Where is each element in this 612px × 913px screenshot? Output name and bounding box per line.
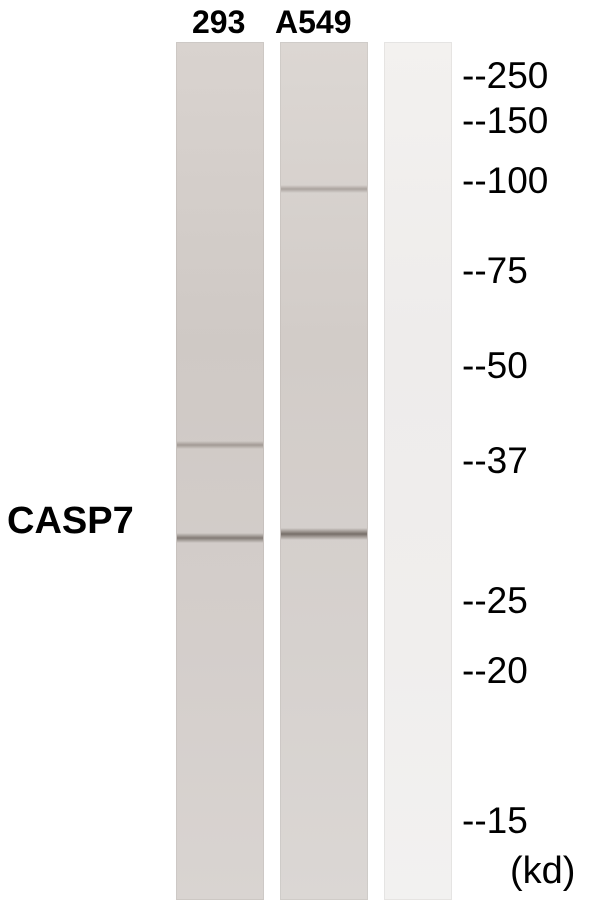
marker-label-4: --50 <box>462 345 528 387</box>
lane-label-0: 293 <box>192 4 245 41</box>
marker-label-6: --25 <box>462 580 528 622</box>
marker-label-3: --75 <box>462 250 528 292</box>
marker-label-7: --20 <box>462 650 528 692</box>
lane-293 <box>176 42 264 900</box>
marker-lane <box>384 42 452 900</box>
marker-label-1: --150 <box>462 100 548 142</box>
band-A549-1 <box>281 528 367 540</box>
marker-label-5: --37 <box>462 440 528 482</box>
marker-label-2: --100 <box>462 160 548 202</box>
lane-label-1: A549 <box>275 4 352 41</box>
lane-A549 <box>280 42 368 900</box>
unit-label: (kd) <box>510 850 575 893</box>
band-293-1 <box>177 533 263 543</box>
marker-label-0: --250 <box>462 55 548 97</box>
band-293-0 <box>177 441 263 449</box>
band-A549-0 <box>281 185 367 193</box>
marker-label-8: --15 <box>462 800 528 842</box>
protein-label: CASP7 <box>7 500 134 543</box>
